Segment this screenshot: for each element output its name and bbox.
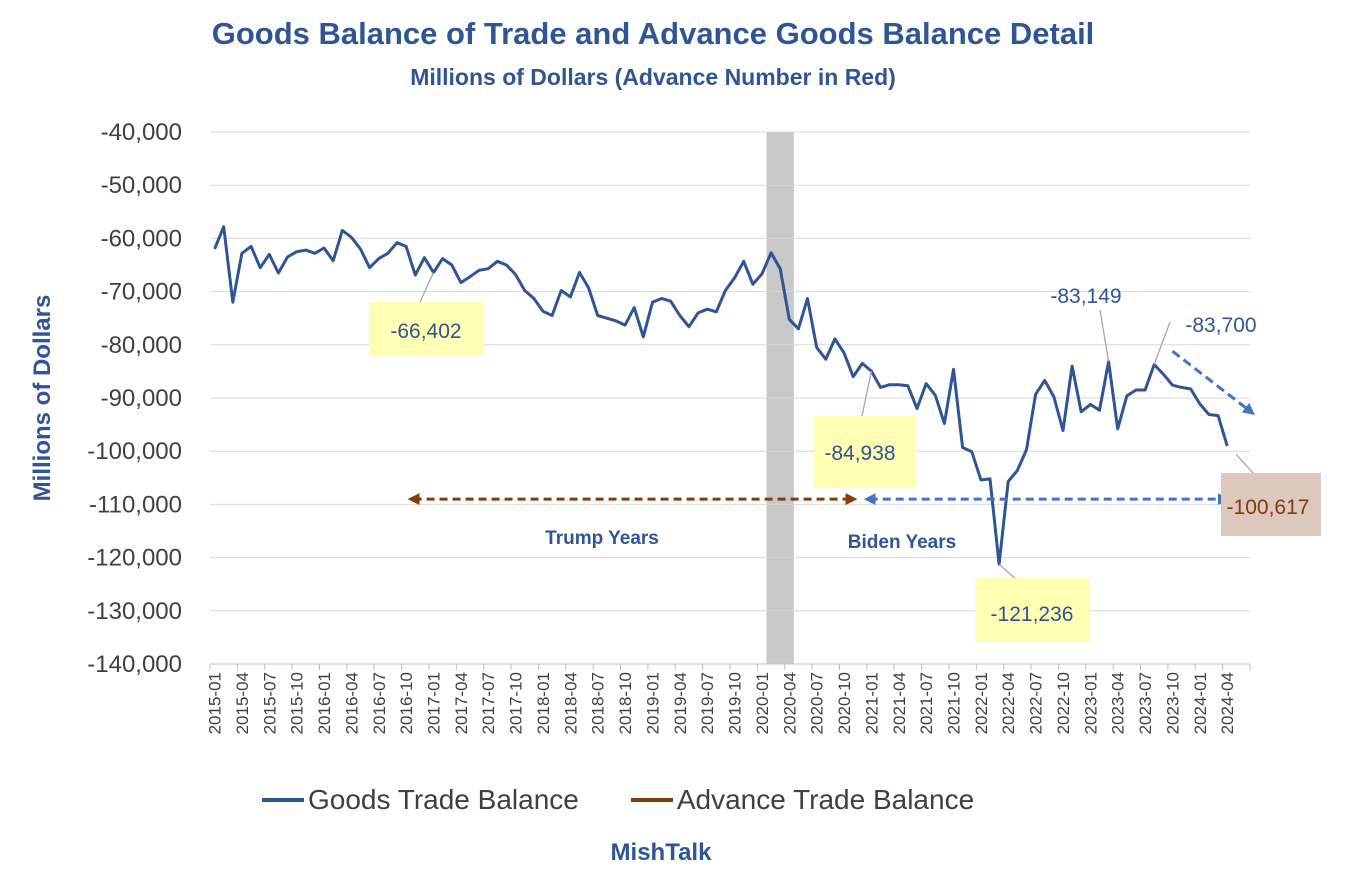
x-tick-label: 2019-10 <box>726 672 745 734</box>
period-label-trump: Trump Years <box>545 528 659 549</box>
y-tick-label: -100,000 <box>87 438 182 465</box>
y-tick-label: -70,000 <box>101 279 182 306</box>
annotation-box <box>1221 473 1321 536</box>
x-tick-label: 2021-07 <box>917 672 936 734</box>
x-tick-label: 2024-04 <box>1218 672 1237 734</box>
x-tick-label: 2023-01 <box>1081 672 1100 734</box>
chart-title: Goods Balance of Trade and Advance Goods… <box>211 16 1095 51</box>
legend-swatch-advance <box>630 798 673 802</box>
x-tick-label: 2023-04 <box>1109 672 1128 734</box>
x-tick-label: 2022-04 <box>999 672 1018 734</box>
x-tick-label: 2022-01 <box>972 672 991 734</box>
legend-item-advance: Advance Trade Balance <box>630 784 975 816</box>
x-tick-label: 2019-07 <box>698 672 717 734</box>
x-tick-label: 2019-01 <box>643 672 662 734</box>
x-tick-label: 2023-10 <box>1163 672 1182 734</box>
x-tick-label: 2021-01 <box>862 672 881 734</box>
x-tick-label: 2022-10 <box>1054 672 1073 734</box>
x-tick-label: 2021-04 <box>890 672 909 734</box>
x-tick-label: 2021-10 <box>945 672 964 734</box>
x-tick-label: 2015-04 <box>233 672 252 734</box>
period-label-biden: Biden Years <box>848 532 956 553</box>
x-tick-label: 2020-04 <box>780 672 799 734</box>
x-tick-label: 2015-01 <box>206 672 225 734</box>
x-tick-label: 2017-07 <box>479 672 498 734</box>
y-tick-label: -120,000 <box>87 545 182 572</box>
x-tick-label: 2017-10 <box>507 672 526 734</box>
x-tick-label: 2018-04 <box>561 672 580 734</box>
x-tick-label: 2017-04 <box>452 672 471 734</box>
x-tick-label: 2022-07 <box>1027 672 1046 734</box>
x-tick-label: 2016-01 <box>315 672 334 734</box>
annotation-leader <box>419 272 435 303</box>
y-tick-label: -90,000 <box>101 385 182 412</box>
annotation-leader <box>861 370 873 417</box>
y-tick-label: -110,000 <box>89 491 182 518</box>
y-tick-label: -80,000 <box>101 332 182 359</box>
x-tick-label: 2016-04 <box>342 672 361 734</box>
annotation-label: -84,938 <box>824 442 895 465</box>
x-tick-label: 2019-04 <box>671 672 690 734</box>
series-line-goods-trade-balance <box>213 225 1229 566</box>
y-tick-label: -50,000 <box>101 172 182 199</box>
legend-item-goods: Goods Trade Balance <box>262 784 579 816</box>
annotation-leader <box>1099 309 1110 362</box>
trend-arrow <box>1171 349 1256 415</box>
annotation-label: -121,236 <box>991 603 1074 626</box>
x-tick-label: 2018-10 <box>616 672 635 734</box>
x-tick-label: 2018-07 <box>589 672 608 734</box>
annotation-label: -83,700 <box>1185 314 1256 337</box>
y-tick-label: -40,000 <box>101 119 182 146</box>
x-tick-label: 2015-10 <box>288 672 307 734</box>
annotation-box <box>814 416 916 488</box>
legend: Goods Trade Balance Advance Trade Balanc… <box>262 784 1026 816</box>
y-tick-label: -60,000 <box>101 225 182 252</box>
annotation-label: -100,617 <box>1227 496 1310 519</box>
annotation-leader <box>1153 321 1171 365</box>
x-tick-label: 2016-10 <box>397 672 416 734</box>
legend-label-goods: Goods Trade Balance <box>308 784 579 815</box>
annotation-box <box>975 578 1090 642</box>
x-tick-label: 2015-07 <box>260 672 279 734</box>
footer-brand: MishTalk <box>610 839 712 866</box>
annotation-label: -66,402 <box>390 320 461 343</box>
annotation-label: -83,149 <box>1050 285 1121 308</box>
annotation-box <box>369 302 484 356</box>
x-tick-label: 2017-01 <box>425 672 444 734</box>
x-tick-label: 2023-07 <box>1136 672 1155 734</box>
legend-swatch-goods <box>262 798 304 802</box>
x-tick-label: 2020-07 <box>808 672 827 734</box>
chart-subtitle: Millions of Dollars (Advance Number in R… <box>410 64 896 90</box>
x-tick-label: 2018-01 <box>534 672 553 734</box>
x-tick-label: 2016-07 <box>370 672 389 734</box>
y-tick-label: -130,000 <box>87 598 182 625</box>
y-tick-label: -140,000 <box>87 651 182 678</box>
x-tick-label: 2020-10 <box>835 672 854 734</box>
legend-label-advance: Advance Trade Balance <box>676 784 975 815</box>
x-tick-label: 2024-01 <box>1191 672 1210 734</box>
x-tick-label: 2020-01 <box>753 672 772 734</box>
